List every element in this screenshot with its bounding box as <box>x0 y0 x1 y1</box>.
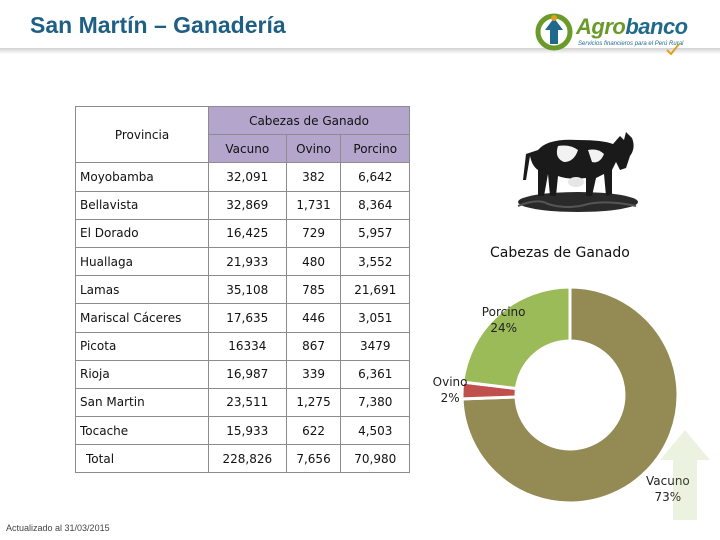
cell-ovino: 339 <box>285 359 342 389</box>
cell-vacuno: 23,511 <box>208 387 287 418</box>
cell-province: Mariscal Cáceres <box>75 303 209 333</box>
cell-province: Lamas <box>75 275 209 305</box>
cell-ovino: 729 <box>285 218 342 248</box>
cell-ovino: 785 <box>285 275 342 305</box>
table-row: Mariscal Cáceres 17,635 446 3,051 <box>75 303 410 333</box>
cell-province: Huallaga <box>75 246 209 277</box>
table-row: Rioja 16,987 339 6,361 <box>75 359 410 389</box>
header-group: Cabezas de Ganado <box>208 105 410 136</box>
logo-tagline: Servicios financieros para el Perú Rural <box>578 41 684 47</box>
cell-vacuno: 16,425 <box>208 218 287 248</box>
cell-province: Rioja <box>75 359 209 389</box>
cell-province: San Martin <box>75 387 209 418</box>
page-title: San Martín – Ganadería <box>30 12 286 38</box>
agrobanco-logo: Agrobanco Servicios financieros para el … <box>534 8 688 56</box>
cell-province: Tocache <box>75 416 209 446</box>
cell-ovino: 446 <box>285 303 342 333</box>
table-total-row: Total 228,826 7,656 70,980 <box>75 444 410 474</box>
header-province: Provincia <box>75 105 209 164</box>
cell-porcino: 8,364 <box>340 190 410 220</box>
cell-ovino: 480 <box>285 246 342 277</box>
cell-vacuno: 17,635 <box>208 303 287 333</box>
cell-porcino: 3,552 <box>340 246 410 277</box>
slice-vacuno <box>460 285 680 505</box>
cell-ovino: 7,656 <box>285 444 342 474</box>
table-row: Moyobamba 32,091 382 6,642 <box>75 162 410 192</box>
cell-porcino: 7,380 <box>340 387 410 418</box>
data-label-percent: 24% <box>490 321 517 336</box>
cell-porcino: 3479 <box>340 331 410 361</box>
header-vacuno: Vacuno <box>208 134 287 164</box>
chart-title: Cabezas de Ganado <box>490 245 630 261</box>
data-label-percent: 73% <box>654 490 682 505</box>
cell-vacuno: 16334 <box>208 331 287 361</box>
cell-province: Picota <box>75 331 209 361</box>
table-row: Picota 16334 867 3479 <box>75 331 410 361</box>
header-ovino: Ovino <box>285 134 342 164</box>
cell-porcino: 5,957 <box>340 218 410 248</box>
cell-ovino: 1,275 <box>285 387 342 418</box>
cell-vacuno: 21,933 <box>208 246 287 277</box>
cow-illustration <box>517 132 638 212</box>
cell-vacuno: 32,869 <box>208 190 287 220</box>
table-row: San Martin 23,511 1,275 7,380 <box>75 387 410 418</box>
data-label-ovino: Ovino 2% <box>428 374 472 406</box>
cell-porcino: 6,642 <box>340 162 410 192</box>
cell-vacuno: 16,987 <box>208 359 287 389</box>
cell-vacuno: 32,091 <box>208 162 287 192</box>
livestock-donut-chart <box>460 285 680 505</box>
cell-vacuno: 228,826 <box>208 444 287 474</box>
cell-ovino: 622 <box>285 416 342 446</box>
cell-ovino: 382 <box>285 162 342 192</box>
cell-porcino: 21,691 <box>340 275 410 305</box>
cell-province: El Dorado <box>75 218 209 248</box>
cell-porcino: 3,051 <box>340 303 410 333</box>
data-label-vacuno: Vacuno 73% <box>638 473 698 505</box>
logo-wordmark: Agrobanco <box>576 14 688 39</box>
cell-province: Moyobamba <box>75 162 209 192</box>
data-label-category: Ovino <box>432 374 468 389</box>
data-label-porcino: Porcino 24% <box>474 304 534 336</box>
header-porcino: Porcino <box>340 134 410 164</box>
cell-province: Total <box>75 444 209 474</box>
table-row: Lamas 35,108 785 21,691 <box>75 275 410 305</box>
checkmark-icon <box>666 43 680 56</box>
livestock-table: Provincia Cabezas de Ganado Vacuno Ovino… <box>75 105 410 474</box>
table-body: Moyobamba 32,091 382 6,642 Bellavista 32,869 1… <box>75 162 410 474</box>
table-row: Bellavista 32,869 1,731 8,364 <box>75 190 410 220</box>
title-divider <box>0 48 720 54</box>
cell-porcino: 6,361 <box>340 359 410 389</box>
cell-vacuno: 15,933 <box>208 416 287 446</box>
table-row: El Dorado 16,425 729 5,957 <box>75 218 410 248</box>
cell-ovino: 1,731 <box>285 190 342 220</box>
data-label-category: Vacuno <box>645 474 690 489</box>
cell-porcino: 4,503 <box>340 416 410 446</box>
table-row: Huallaga 21,933 480 3,552 <box>75 246 410 277</box>
cell-vacuno: 35,108 <box>208 275 287 305</box>
cell-province: Bellavista <box>75 190 209 220</box>
data-label-percent: 2% <box>440 390 460 405</box>
cell-porcino: 70,980 <box>340 444 410 474</box>
cell-ovino: 867 <box>285 331 342 361</box>
footnote: Actualizado al 31/03/2015 <box>6 523 110 533</box>
table-row: Tocache 15,933 622 4,503 <box>75 416 410 446</box>
slice-porcino <box>461 285 572 391</box>
data-label-category: Porcino <box>481 305 526 320</box>
watermark-icon <box>660 430 710 520</box>
agrobanco-emblem-icon <box>535 13 573 51</box>
